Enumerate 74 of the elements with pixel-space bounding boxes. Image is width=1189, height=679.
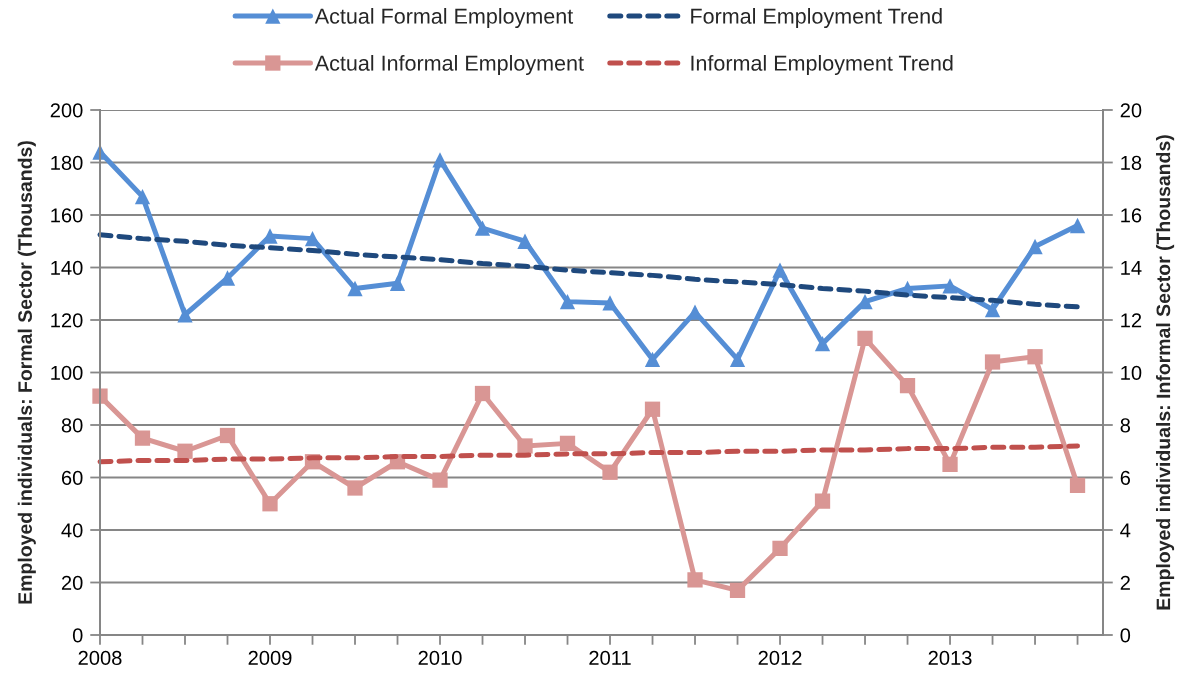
point [984, 301, 1001, 318]
x-tick-label: 2012 [758, 650, 802, 666]
y-tick-label: 40 [61, 523, 83, 538]
y2-tick-label: 10 [1121, 365, 1142, 380]
point [432, 152, 448, 168]
point [134, 430, 151, 446]
y-tick-label: 200 [50, 103, 83, 118]
y-tick-label: 140 [51, 260, 83, 275]
point [517, 438, 533, 454]
point [644, 351, 661, 368]
point [177, 443, 193, 459]
y-tick-label: 0 [72, 628, 83, 643]
point [517, 233, 533, 249]
point [814, 493, 831, 509]
point [687, 572, 703, 588]
point [559, 293, 576, 310]
point [219, 427, 236, 444]
point [1027, 349, 1043, 365]
point [729, 351, 746, 368]
y2-tick-label: 6 [1120, 470, 1131, 485]
y2-tick-label: 4 [1120, 523, 1131, 538]
point [1069, 477, 1086, 494]
legend-label: Informal Employment Trend [691, 54, 953, 76]
point [602, 464, 618, 480]
y2-tick-label: 14 [1121, 260, 1142, 275]
point [984, 354, 1001, 370]
y2-tick-label: 8 [1120, 418, 1131, 433]
y2-tick-label: 12 [1121, 313, 1142, 328]
point [772, 540, 788, 557]
y-axis-title: Employed individuals: Formal Sector (Thousands) [17, 141, 36, 604]
point [687, 304, 703, 320]
legend-label: Actual Formal Employment [314, 8, 574, 29]
point [899, 377, 916, 394]
y2-tick-label: 20 [1120, 103, 1142, 118]
x-tick-label: 2008 [78, 650, 122, 666]
x-tick-label: 2013 [928, 650, 972, 666]
y-tick-label: 120 [51, 313, 83, 328]
point [857, 330, 873, 347]
y2-tick-label: 18 [1121, 155, 1142, 170]
point [1027, 238, 1043, 255]
point [814, 335, 831, 352]
legend-label: Formal Employment Trend [691, 8, 942, 29]
point [474, 385, 491, 402]
point [432, 472, 448, 488]
point [389, 275, 406, 291]
point [474, 220, 491, 236]
point [602, 295, 618, 311]
x-tick-label: 2011 [589, 650, 631, 666]
point [262, 496, 278, 512]
y2-tick-label: 16 [1121, 208, 1142, 223]
point [1069, 217, 1086, 234]
y2-tick-label: 0 [1120, 628, 1131, 643]
point [559, 435, 576, 452]
point [772, 262, 788, 278]
point [942, 278, 958, 294]
x-tick-label: 2010 [418, 650, 462, 666]
point [177, 307, 193, 323]
y-tick-label: 100 [51, 365, 83, 380]
point [644, 401, 661, 417]
y2-axis-title: Employed individuals: Informal Sector (Thousands) [1155, 135, 1175, 610]
point [134, 188, 151, 205]
point [92, 388, 108, 404]
y2-tick-label: 2 [1120, 575, 1130, 590]
x-tick-label: 2009 [248, 650, 292, 666]
y-tick-label: 160 [51, 208, 83, 223]
point [347, 280, 363, 297]
point [729, 582, 746, 599]
point [942, 456, 958, 473]
y-tick-label: 80 [61, 418, 83, 433]
y-tick-label: 20 [61, 575, 83, 590]
y-tick-label: 180 [51, 155, 83, 170]
point [347, 480, 363, 496]
y-tick-label: 60 [61, 470, 83, 485]
legend-label: Actual Informal Employment [314, 54, 584, 76]
